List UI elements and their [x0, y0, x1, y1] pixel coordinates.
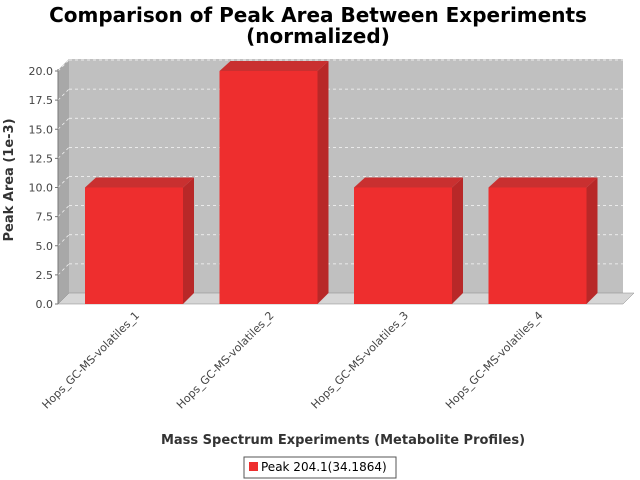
bar-top-face [354, 177, 463, 188]
gridline-wall [57, 234, 70, 247]
legend-swatch [249, 462, 258, 471]
y-tick-label: 10.0 [29, 182, 54, 195]
bar-side-face [317, 61, 329, 304]
x-tick-label: Hops_GC-MS-volatiles_3 [309, 309, 412, 412]
gridline-wall [57, 117, 70, 130]
bar [354, 187, 452, 304]
bars [85, 61, 598, 304]
bar-top-face [219, 61, 329, 71]
bar-side-face [586, 177, 598, 304]
y-tick-label: 0.0 [36, 298, 54, 311]
y-tick-label: 15.0 [29, 123, 54, 136]
legend-box [243, 456, 397, 479]
gridline-wall [57, 59, 70, 72]
bar [219, 71, 318, 304]
bar-top-face [488, 177, 598, 188]
gridline-wall [57, 176, 70, 188]
legend: Peak 204.1(34.1864) [243, 456, 397, 479]
y-tick-label: 12.5 [29, 152, 54, 165]
chart-subtitle: (normalized) [246, 24, 390, 48]
y-axis-ticks: 0.0 2.5 5.0 7.5 10.0 12.5 15.0 17.5 20.0 [29, 65, 59, 311]
x-tick-label: Hops_GC-MS-volatiles_1 [40, 309, 143, 412]
x-axis-ticks: Hops_GC-MS-volatiles_1 Hops_GC-MS-volatil… [40, 309, 546, 412]
y-tick-label: 17.5 [29, 94, 54, 107]
bar [488, 187, 587, 304]
gridline-wall [57, 263, 70, 276]
chart-title: Comparison of Peak Area Between Experime… [49, 3, 587, 27]
bar-side-face [183, 177, 194, 304]
bar-side-face [452, 177, 463, 304]
bar [85, 187, 183, 304]
legend-entry-label: Peak 204.1(34.1864) [261, 460, 387, 474]
gridline-wall [57, 205, 70, 217]
y-tick-label: 5.0 [36, 240, 54, 253]
x-axis-title: Mass Spectrum Experiments (Metabolite Pr… [161, 433, 525, 448]
y-tick-label: 7.5 [36, 211, 54, 224]
x-tick-label: Hops_GC-MS-volatiles_4 [443, 309, 546, 412]
y-axis-title: Peak Area (1e-3) [2, 118, 17, 241]
y-tick-label: 20.0 [29, 65, 54, 78]
gridline-wall [57, 147, 70, 159]
bar-top-face [85, 177, 194, 188]
y-tick-label: 2.5 [36, 269, 54, 282]
gridline-wall [57, 88, 70, 101]
x-tick-label: Hops_GC-MS-volatiles_2 [174, 309, 277, 412]
